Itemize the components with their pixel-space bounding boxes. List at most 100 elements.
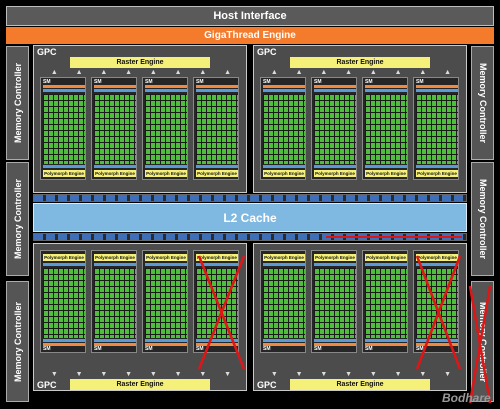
- load-store-bar: [145, 165, 187, 168]
- load-store-bar: [365, 263, 407, 266]
- arrow-down-icon: ▼: [50, 371, 58, 378]
- warp-scheduler-bar: [263, 339, 305, 342]
- streaming-multiprocessor: SM Polymorph Engine: [193, 77, 239, 180]
- gpc-label: GPC: [257, 380, 277, 390]
- arrow-down-icon: ▼: [345, 371, 353, 378]
- instruction-cache-bar: [314, 343, 356, 346]
- warp-scheduler-bar: [94, 89, 136, 92]
- sm-label: SM: [43, 346, 51, 352]
- arrow-up-icon: ▲: [394, 69, 402, 76]
- load-store-bar: [416, 165, 458, 168]
- cuda-core-array: [145, 268, 187, 338]
- warp-scheduler-bar: [145, 339, 187, 342]
- polymorph-engine: Polymorph Engine: [43, 170, 85, 177]
- streaming-multiprocessor: SM Polymorph Engine: [40, 250, 86, 353]
- warp-scheduler-bar: [314, 89, 356, 92]
- memory-controller: Memory Controller: [471, 162, 494, 276]
- streaming-multiprocessor: SM Polymorph Engine: [142, 250, 188, 353]
- sm-label: SM: [314, 79, 322, 85]
- raster-engine: Raster Engine: [70, 57, 210, 68]
- raster-engine: Raster Engine: [290, 379, 430, 390]
- arrows-row: ▼ ▼ ▼ ▼ ▼ ▼ ▼ ▼: [42, 371, 240, 378]
- arrow-up-icon: ▲: [174, 69, 182, 76]
- warp-scheduler-bar: [365, 339, 407, 342]
- arrow-up-icon: ▲: [369, 69, 377, 76]
- arrow-up-icon: ▲: [224, 69, 232, 76]
- arrow-down-icon: ▼: [100, 371, 108, 378]
- raster-engine: Raster Engine: [290, 57, 430, 68]
- arrow-down-icon: ▼: [369, 371, 377, 378]
- streaming-multiprocessor: SM Polymorph Engine: [40, 77, 86, 180]
- arrow-up-icon: ▲: [75, 69, 83, 76]
- arrow-up-icon: ▲: [100, 69, 108, 76]
- watermark: Bodhare: [442, 391, 491, 405]
- arrow-down-icon: ▼: [199, 371, 207, 378]
- arrow-down-icon: ▼: [149, 371, 157, 378]
- sm-label: SM: [416, 79, 424, 85]
- polymorph-engine: Polymorph Engine: [416, 170, 458, 177]
- arrow-up-icon: ▲: [50, 69, 58, 76]
- arrow-up-icon: ▲: [149, 69, 157, 76]
- streaming-multiprocessor: SM Polymorph Engine: [362, 77, 408, 180]
- cuda-core-array: [314, 94, 356, 164]
- gpc: GPC Raster Engine ▲ ▲ ▲ ▲ ▲ ▲ ▲ ▲ SM Polymorph Engi…: [253, 45, 467, 193]
- polymorph-engine: Polymorph Engine: [94, 254, 136, 261]
- arrow-down-icon: ▼: [224, 371, 232, 378]
- gpc: GPC Raster Engine ▲ ▲ ▲ ▲ ▲ ▲ ▲ ▲ SM Polymorph Engi…: [33, 45, 247, 193]
- load-store-bar: [416, 263, 458, 266]
- arrow-up-icon: ▲: [125, 69, 133, 76]
- cuda-core-array: [416, 268, 458, 338]
- streaming-multiprocessor: SM Polymorph Engine: [413, 250, 459, 353]
- sm-label: SM: [145, 346, 153, 352]
- streaming-multiprocessor: SM Polymorph Engine: [91, 77, 137, 180]
- streaming-multiprocessor: SM Polymorph Engine: [260, 250, 306, 353]
- load-store-bar: [94, 165, 136, 168]
- sm-label: SM: [145, 79, 153, 85]
- cuda-core-array: [43, 268, 85, 338]
- cuda-core-array: [416, 94, 458, 164]
- cuda-core-array: [314, 268, 356, 338]
- polymorph-engine: Polymorph Engine: [43, 254, 85, 261]
- polymorph-engine: Polymorph Engine: [365, 254, 407, 261]
- arrow-down-icon: ▼: [394, 371, 402, 378]
- polymorph-engine: Polymorph Engine: [145, 254, 187, 261]
- host-interface: Host Interface: [6, 6, 494, 26]
- arrow-down-icon: ▼: [75, 371, 83, 378]
- instruction-cache-bar: [416, 85, 458, 88]
- streaming-multiprocessor: SM Polymorph Engine: [413, 77, 459, 180]
- cuda-core-array: [263, 268, 305, 338]
- warp-scheduler-bar: [43, 89, 85, 92]
- l2-cache: L2 Cache: [33, 203, 467, 232]
- sm-label: SM: [196, 79, 204, 85]
- streaming-multiprocessor: SM Polymorph Engine: [311, 77, 357, 180]
- memory-controller-label: Memory Controller: [12, 62, 23, 144]
- streaming-multiprocessor: SM Polymorph Engine: [311, 250, 357, 353]
- instruction-cache-bar: [365, 85, 407, 88]
- instruction-cache-bar: [43, 343, 85, 346]
- load-store-bar: [263, 165, 305, 168]
- warp-scheduler-bar: [43, 339, 85, 342]
- memory-controller-label: Memory Controller: [477, 301, 488, 382]
- instruction-cache-bar: [196, 85, 238, 88]
- arrow-down-icon: ▼: [125, 371, 133, 378]
- instruction-cache-bar: [263, 85, 305, 88]
- memory-controller: Memory Controller: [6, 281, 29, 402]
- polymorph-engine: Polymorph Engine: [196, 170, 238, 177]
- load-store-bar: [43, 165, 85, 168]
- arrow-down-icon: ▼: [270, 371, 278, 378]
- memory-controller-label: Memory Controller: [477, 178, 488, 260]
- memory-controller: Memory Controller: [471, 281, 494, 402]
- warp-scheduler-bar: [263, 89, 305, 92]
- memory-controller: Memory Controller: [6, 162, 29, 276]
- polymorph-engine: Polymorph Engine: [196, 254, 238, 261]
- memory-controller-label: Memory Controller: [477, 62, 488, 144]
- load-store-bar: [43, 263, 85, 266]
- gpc: GPC Raster Engine ▼ ▼ ▼ ▼ ▼ ▼ ▼ ▼ SM Polymorph Engi…: [33, 243, 247, 391]
- cuda-core-array: [196, 268, 238, 338]
- gpc-label: GPC: [257, 47, 277, 57]
- warp-scheduler-bar: [196, 89, 238, 92]
- cuda-core-array: [365, 268, 407, 338]
- cuda-core-array: [94, 268, 136, 338]
- polymorph-engine: Polymorph Engine: [365, 170, 407, 177]
- gpc-label: GPC: [37, 47, 57, 57]
